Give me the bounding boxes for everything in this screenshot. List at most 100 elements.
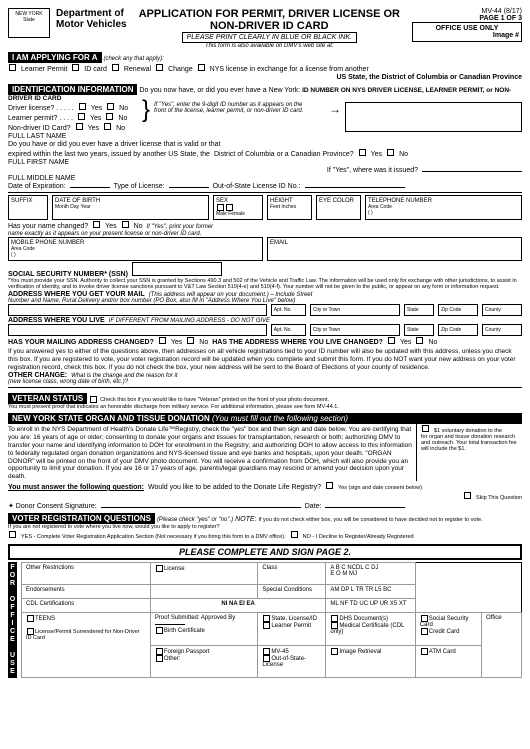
live-street-field[interactable] (8, 324, 267, 336)
voter-bar-note: (Please check "yes" or "no".) (157, 517, 233, 523)
donor-sig-field[interactable] (101, 507, 301, 508)
type-label: Type of License: (114, 183, 165, 190)
approved-field[interactable] (155, 624, 185, 625)
checkbox-img[interactable] (331, 648, 338, 655)
cc-label: Credit Card (429, 629, 460, 635)
checkbox-namechange-no[interactable] (122, 221, 129, 228)
office-use-box: OFFICE USE ONLY Image # (412, 22, 522, 42)
checkbox-nys[interactable] (198, 64, 205, 71)
full-middle-name-label: FULL MIDDLE NAME (8, 175, 522, 182)
checkbox-donor-yes[interactable] (326, 482, 333, 489)
checkbox-other[interactable] (156, 655, 163, 662)
mail-street-field[interactable] (8, 304, 267, 316)
checkbox-med[interactable] (331, 622, 338, 629)
checkbox-renewal[interactable] (112, 64, 119, 71)
mail-county: County (485, 307, 501, 313)
lpnd-label: License/Permit Surrendered for Non-Drive… (26, 629, 140, 641)
checkbox-learner[interactable] (9, 64, 16, 71)
checkbox-lp-no[interactable] (106, 113, 113, 120)
codes3: ML NF TD UC UP UR X5 XT (330, 601, 406, 607)
donor-date-field[interactable] (325, 507, 405, 508)
dl-label: Driver license? . . . . . (8, 105, 74, 112)
voter-yes: YES - Complete Voter Registration Applic… (21, 534, 286, 540)
checkbox-bc[interactable] (156, 627, 163, 634)
organ-fee2: for organ and tissue donation research a… (421, 434, 522, 452)
checkbox-change[interactable] (156, 64, 163, 71)
exp-field[interactable] (70, 187, 110, 188)
applying-bar: I AM APPLYING FOR A (8, 52, 102, 63)
checkbox-statelic[interactable] (263, 615, 270, 622)
checkbox-cc[interactable] (421, 628, 428, 635)
checkbox-learner[interactable] (263, 622, 270, 629)
checkbox-idcard[interactable] (72, 64, 79, 71)
where-issued: If "Yes", where was it issued? (327, 167, 418, 174)
checkbox-license[interactable] (156, 565, 163, 572)
voter-no: NO - I Decline to Register/Already Regis… (303, 534, 414, 540)
type-field[interactable] (169, 187, 209, 188)
voter-q: If you are not registered to vote where … (8, 524, 522, 530)
other-change-note2: (new license class, wrong date of birth,… (8, 379, 522, 385)
veteran-note2: You must present proof that indicates an… (8, 404, 522, 410)
checkbox-veteran[interactable] (90, 396, 97, 403)
checkbox-livechange-no[interactable] (416, 337, 423, 344)
codes1b: E O M MJ (330, 571, 410, 577)
checkbox-dl-no[interactable] (107, 103, 114, 110)
checkbox-fp[interactable] (156, 648, 163, 655)
checkbox-nd-yes[interactable] (76, 123, 83, 130)
special-cond: Special Conditions (262, 587, 312, 593)
checkbox-voter-no[interactable] (291, 531, 298, 538)
email-label: EMAIL (270, 240, 288, 246)
where-issued-field[interactable] (422, 171, 522, 172)
cdl-codes: NI NA EI EA (221, 601, 254, 607)
brace-icon: } (142, 102, 150, 132)
checkbox-voter-yes[interactable] (9, 531, 16, 538)
exp-label: Date of Expiration: (8, 183, 66, 190)
approved-label: Approved By (201, 615, 235, 621)
checkbox-dhs[interactable] (331, 615, 338, 622)
checkbox-oos-no[interactable] (387, 149, 394, 156)
mail-city: City or Town (313, 307, 340, 313)
fp-label: Foreign Passport (164, 649, 210, 655)
checkbox-female[interactable] (226, 204, 233, 211)
image-number-label: Image # (415, 32, 519, 39)
voter-bar: VOTER REGISTRATION QUESTIONS (8, 513, 155, 524)
ssn-field[interactable] (132, 262, 222, 276)
checkbox-mv45[interactable] (263, 648, 270, 655)
atm-label: ATM Card (429, 649, 456, 655)
checkbox-donor-skip[interactable] (464, 492, 471, 499)
checkbox-namechange-yes[interactable] (93, 221, 100, 228)
checkbox-teens[interactable] (27, 615, 34, 622)
checkbox-donation[interactable] (422, 425, 429, 432)
checkbox-lpnd[interactable] (27, 628, 34, 635)
checkbox-livechange-yes[interactable] (388, 337, 395, 344)
mail-apt: Apt. No. (274, 307, 292, 313)
checkbox-mailchange-yes[interactable] (159, 337, 166, 344)
ident-bar: IDENTIFICATION INFORMATION (8, 84, 137, 95)
mail-state: State (407, 307, 419, 313)
checkbox-ssc[interactable] (421, 615, 428, 622)
checkbox-male[interactable] (217, 204, 224, 211)
checkbox-lp-yes[interactable] (78, 113, 85, 120)
ssn-label: SOCIAL SECURITY NUMBER* (SSN) (8, 271, 128, 278)
organ-bar: NEW YORK STATE ORGAN AND TISSUE DONATION… (8, 413, 522, 424)
id-number-field[interactable] (345, 102, 522, 132)
eye-label: EYE COLOR (319, 198, 354, 204)
mv45-label: MV-45 (271, 649, 288, 655)
dept-line1: Department of (56, 8, 127, 19)
veteran-note: Check this box if you would like to have… (100, 397, 329, 403)
checkbox-dl-yes[interactable] (79, 103, 86, 110)
oos-label: Out-of-State License ID No.: (213, 183, 301, 190)
full-last-name-label: FULL LAST NAME (8, 133, 522, 140)
checkbox-atm[interactable] (421, 648, 428, 655)
checkbox-oos-yes[interactable] (359, 149, 366, 156)
namechange-label: Has your name changed? (8, 223, 88, 230)
checkbox-nd-no[interactable] (104, 123, 111, 130)
checkbox-mailchange-no[interactable] (187, 337, 194, 344)
opt-renewal: Renewal (124, 66, 151, 73)
voter-note: If you do not check either box, you will… (258, 517, 482, 523)
web-note: This form is also available on DMV's web… (133, 43, 406, 49)
checkbox-oos-lic[interactable] (263, 655, 270, 662)
oos-field[interactable] (305, 187, 405, 188)
nys-logo: NEW YORK State (8, 8, 50, 38)
mailchange-label: HAS YOUR MAILING ADDRESS CHANGED? (8, 339, 154, 346)
